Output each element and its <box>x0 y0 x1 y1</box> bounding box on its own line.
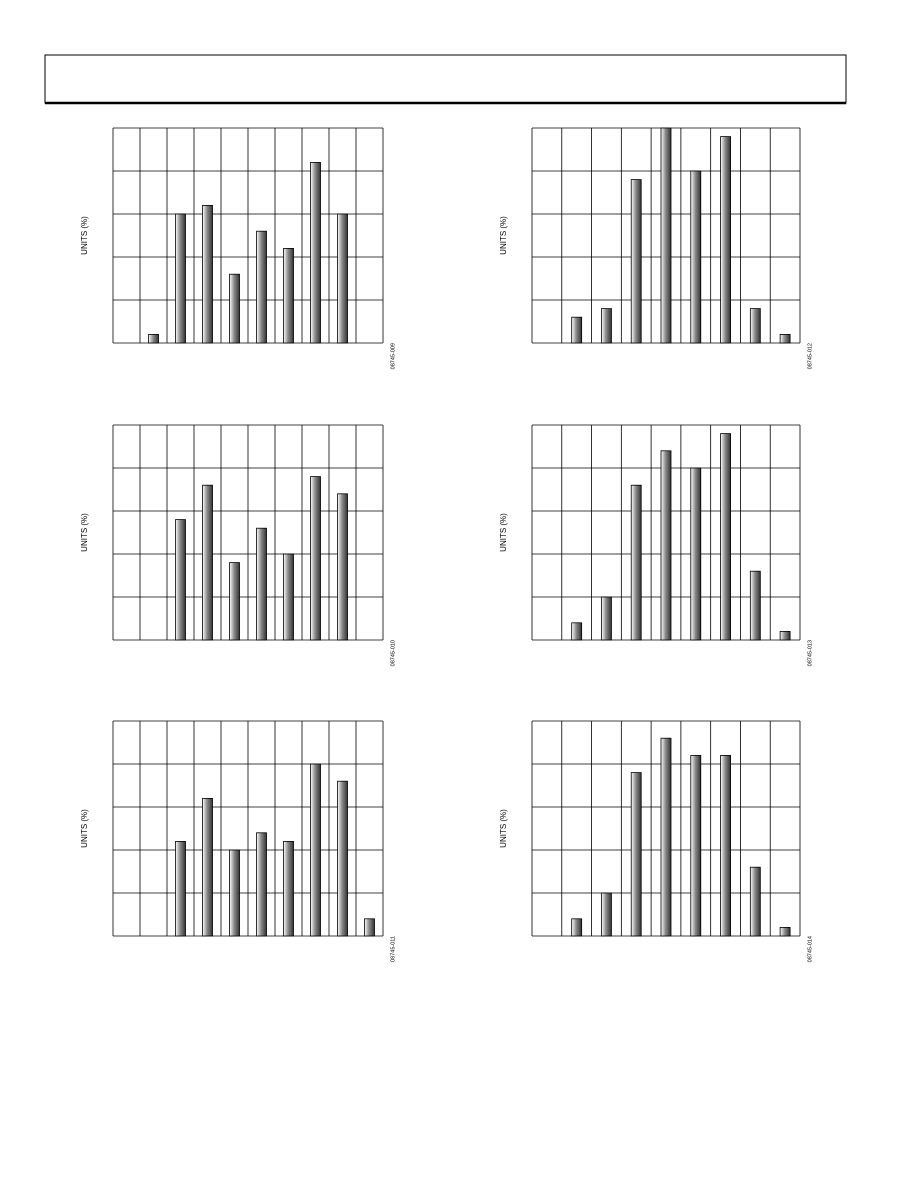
bar <box>571 918 583 937</box>
bar <box>749 866 761 937</box>
bar <box>310 763 321 937</box>
bar <box>283 553 294 641</box>
bar <box>364 918 375 937</box>
y-axis-label: UNITS (%) <box>499 216 508 255</box>
bar <box>256 230 267 344</box>
bar <box>749 308 761 344</box>
bar <box>720 433 731 641</box>
bar <box>202 798 213 937</box>
bar <box>660 450 672 641</box>
bar <box>779 333 791 344</box>
figure-id: 08745-011 <box>390 936 396 962</box>
bar <box>779 927 791 937</box>
bar <box>571 316 583 344</box>
bar <box>690 467 702 641</box>
bar <box>229 562 240 641</box>
bar <box>779 631 791 641</box>
bar <box>690 170 702 344</box>
bar <box>749 570 761 641</box>
bar <box>310 161 321 344</box>
y-axis-label: UNITS (%) <box>80 216 89 255</box>
bar <box>310 476 321 641</box>
bar <box>175 213 186 344</box>
figure-id: 08745-013 <box>807 640 813 666</box>
figure-id: 08745-009 <box>390 343 396 369</box>
bar <box>337 780 348 937</box>
bar <box>630 179 642 344</box>
bar <box>720 755 731 937</box>
bar <box>148 333 159 344</box>
bar <box>202 204 213 344</box>
y-axis-label: UNITS (%) <box>499 809 508 848</box>
y-axis-label: UNITS (%) <box>499 513 508 552</box>
bar <box>337 213 348 344</box>
bar <box>283 841 294 937</box>
bar <box>256 527 267 641</box>
bar <box>601 892 612 937</box>
bar <box>229 273 240 344</box>
figure-id: 08745-012 <box>807 343 813 369</box>
bar <box>690 755 702 937</box>
y-axis-label: UNITS (%) <box>80 809 89 848</box>
bar <box>175 841 186 937</box>
bar <box>630 484 642 641</box>
header-box <box>44 54 847 104</box>
bar <box>601 596 612 641</box>
bar <box>229 849 240 937</box>
bar <box>720 136 731 344</box>
bar <box>660 127 672 344</box>
bar <box>202 484 213 641</box>
bar <box>337 493 348 641</box>
bar <box>256 832 267 937</box>
bar <box>660 737 672 937</box>
bar <box>630 772 642 937</box>
bar <box>175 519 186 641</box>
figure-id: 08745-010 <box>390 640 396 666</box>
y-axis-label: UNITS (%) <box>80 513 89 552</box>
bar <box>571 622 583 641</box>
bar <box>283 247 294 344</box>
bar <box>601 308 612 344</box>
figure-id: 08745-014 <box>807 936 813 962</box>
